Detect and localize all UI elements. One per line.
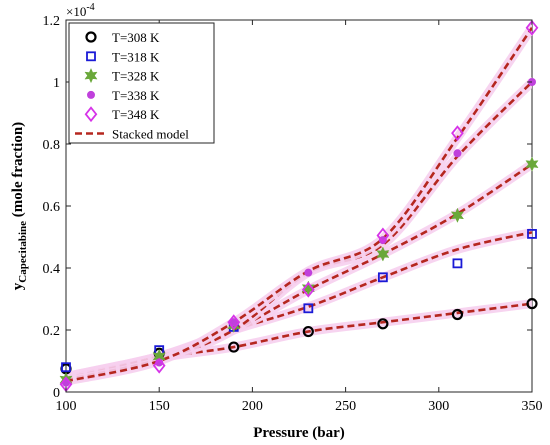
point-square-2-4 bbox=[303, 303, 314, 314]
x-tick-label-100: 100 bbox=[56, 399, 77, 414]
y-tick-label-0.6: 0.6 bbox=[43, 200, 61, 215]
x-tick-label-350: 350 bbox=[522, 399, 543, 414]
point-diamond-5-3 bbox=[227, 314, 241, 331]
x-tick-label-200: 200 bbox=[242, 399, 263, 414]
point-circle-1-3 bbox=[228, 341, 240, 353]
data-markers bbox=[59, 19, 539, 393]
y-axis-title: yCapecitabine (mole fraction) bbox=[10, 122, 29, 290]
legend-marker-1 bbox=[85, 31, 97, 43]
point-square-2-6 bbox=[452, 258, 463, 269]
y-tick-label-1.2: 1.2 bbox=[43, 14, 61, 29]
legend-marker-5 bbox=[84, 106, 98, 123]
point-circle-1-6 bbox=[451, 308, 464, 321]
point-diamond-5-5 bbox=[376, 227, 390, 244]
legend-marker-4 bbox=[87, 90, 95, 99]
model-curve-2 bbox=[66, 231, 532, 378]
point-circle-1-4 bbox=[302, 325, 314, 338]
point-diamond-5-7 bbox=[525, 19, 539, 36]
legend-label-model: Stacked model bbox=[112, 127, 189, 142]
point-square-2-5 bbox=[377, 272, 388, 283]
y-tick-label-1: 1 bbox=[53, 76, 60, 91]
legend-label-3: T=328 K bbox=[112, 69, 160, 84]
point-star-3-7 bbox=[525, 156, 539, 172]
point-dot-4-4 bbox=[304, 268, 313, 277]
legend-label-2: T=318 K bbox=[112, 49, 160, 64]
x-tick-label-150: 150 bbox=[149, 399, 170, 414]
x-tick-label-300: 300 bbox=[428, 399, 449, 414]
point-square-2-1 bbox=[61, 362, 71, 373]
model-curve-5 bbox=[66, 27, 532, 383]
legend-label-4: T=338 K bbox=[112, 88, 160, 103]
legend-label-1: T=308 K bbox=[112, 30, 160, 45]
point-circle-1-7 bbox=[526, 298, 538, 310]
legend-marker-3 bbox=[84, 67, 98, 84]
point-diamond-5-4 bbox=[301, 281, 315, 298]
point-square-2-7 bbox=[527, 228, 537, 239]
y-tick-label-0.4: 0.4 bbox=[43, 262, 61, 277]
y-tick-label-0: 0 bbox=[53, 386, 60, 401]
point-dot-4-3 bbox=[229, 318, 238, 327]
x-tick-label-250: 250 bbox=[335, 399, 356, 414]
point-star-3-6 bbox=[450, 207, 465, 223]
point-circle-1-5 bbox=[377, 318, 389, 330]
x-axis-title: Pressure (bar) bbox=[253, 425, 345, 441]
point-star-3-5 bbox=[376, 246, 390, 262]
legend-box bbox=[68, 22, 215, 144]
y-tick-label-0.2: 0.2 bbox=[43, 324, 61, 339]
y-axis: 0 0.2 0.4 0.6 0.8 1 1.2 bbox=[43, 14, 532, 401]
legend-label-5: T=348 K bbox=[112, 107, 160, 122]
point-diamond-5-6 bbox=[451, 125, 464, 142]
y-exponent: ×10-4 bbox=[66, 2, 95, 19]
x-axis: 100 150 200 250 300 350 bbox=[56, 20, 543, 414]
legend: T=308 K T=318 K T=328 K T=338 K T=348 K Stack… bbox=[68, 22, 215, 144]
point-diamond-5-2 bbox=[152, 357, 166, 374]
y-tick-label-0.8: 0.8 bbox=[43, 138, 61, 153]
point-dot-4-6 bbox=[453, 149, 462, 158]
legend-marker-2 bbox=[86, 51, 96, 62]
